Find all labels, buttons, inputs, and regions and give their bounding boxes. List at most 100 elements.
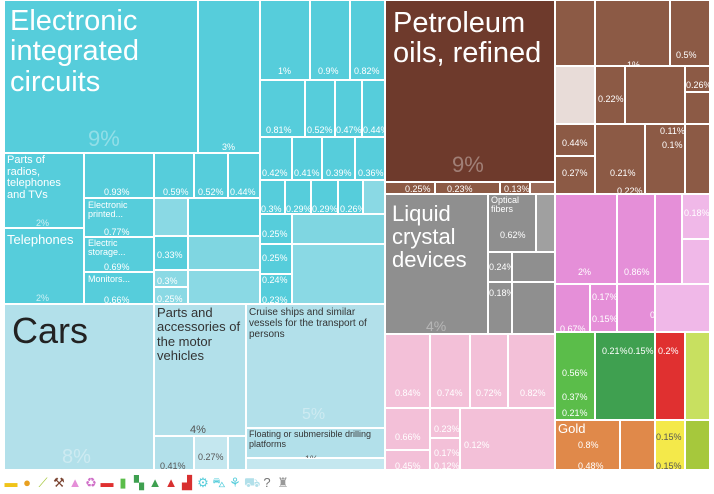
optical-fibers-pct: 0.62%	[500, 230, 526, 240]
parts-radios-cell	[4, 153, 84, 228]
monitors-pct: 0.66%	[104, 295, 130, 305]
optical-fibers-label: Optical fibers	[491, 195, 520, 215]
cyan-cell	[154, 287, 188, 304]
pct-label: 0.22%	[617, 186, 643, 196]
pct-label: 0.47%	[336, 125, 362, 135]
electronic-integrated-circuits-cell	[4, 0, 198, 153]
chemicals-cell	[617, 194, 655, 284]
electronic-printed-cell	[84, 198, 154, 237]
category-legend: ▬ ● ⟋ ⚒ ▲ ♻ ▬ ▮ ▚ ▲ ▲ ▟ ⚙ ⛍ ⚘ ⛟? ♜	[4, 472, 290, 494]
plastics-cell	[430, 334, 470, 408]
mineral-cell	[555, 156, 595, 194]
cyan-cell	[338, 180, 363, 214]
parts-radios-label: Parts of radios, telephones and TVs	[7, 154, 61, 201]
transport-cell	[194, 436, 228, 470]
pct-label: 0.84%	[395, 388, 421, 398]
petroleum-cell	[385, 182, 435, 194]
pct-label: 0.21%	[562, 408, 588, 418]
pct-label: 0.21%	[610, 168, 636, 178]
telephones-label: Telephones	[7, 232, 74, 247]
electronic-printed-pct: 0.77%	[104, 227, 130, 237]
drilling-platforms-label: Floating or submersible drilling platfor…	[249, 429, 372, 449]
cyan-cell	[335, 80, 362, 137]
petroleum-cell	[500, 182, 530, 194]
orange-cell	[620, 420, 655, 470]
pct-label: 0.23%	[447, 184, 473, 194]
pct-label: 0.42%	[262, 168, 288, 178]
chemicals-cell	[590, 284, 617, 332]
pct-label: 0.81%	[266, 125, 292, 135]
mineral-cell	[555, 66, 595, 124]
animal-icon: ●	[23, 475, 31, 490]
petroleum-oils-pct: 9%	[452, 152, 484, 177]
pct-label: 0.24%	[489, 262, 515, 272]
plastics-cell	[470, 334, 508, 408]
cars-pct: 8%	[62, 446, 91, 468]
green-cell	[595, 332, 655, 420]
monitors-label: Monitors...	[88, 274, 131, 284]
pct-label: 0.44%	[230, 187, 256, 197]
mineral-cell	[685, 124, 710, 194]
cyan-cell	[154, 198, 188, 236]
pct-label: 0.11%	[660, 126, 685, 136]
metals-icon: ▟	[182, 475, 192, 490]
pct-label: 0.25%	[405, 184, 431, 194]
pct-label: 3%	[222, 142, 236, 152]
lcd-cell	[488, 252, 512, 282]
transport-cell	[154, 436, 194, 470]
mineral-cell	[555, 124, 595, 156]
mineral-icon: ⚒	[53, 475, 65, 490]
machines-icon: ⚙	[197, 475, 209, 490]
pct-label: 0.23%	[262, 295, 288, 305]
pct-label: 0.17%	[434, 448, 460, 458]
telephones-pct: 2%	[36, 293, 50, 303]
cruise-ships-pct: 5%	[302, 406, 326, 423]
textile-icon: ▚	[134, 475, 144, 490]
cyan-cell	[292, 214, 385, 244]
cyan-cell	[188, 198, 260, 236]
cyan-cell	[363, 180, 385, 214]
pct-label: 0.22%	[598, 94, 624, 104]
cyan-cell	[305, 80, 335, 137]
chemicals-cell	[655, 194, 682, 284]
cyan-cell	[260, 0, 310, 80]
pct-label: 0.27%	[198, 452, 224, 462]
electronic-printed-label: Electronic printed...	[88, 200, 128, 220]
cruise-ships-cell	[246, 304, 385, 428]
cyan-cell	[188, 236, 260, 270]
red-cell	[655, 332, 685, 420]
pct-label: 0.23%	[434, 424, 460, 434]
pct-label: 0.74%	[437, 388, 463, 398]
cyan-cell	[350, 0, 385, 80]
pct-label: 0.24%	[262, 275, 288, 285]
hides-icon: ▬	[100, 475, 114, 490]
plastics-cell	[430, 408, 460, 438]
vehicles-icon: ⛟	[244, 475, 261, 490]
liquid-crystal-devices-pct: 4%	[426, 318, 447, 334]
parts-motor-vehicles-pct: 4%	[190, 424, 206, 436]
parts-motor-vehicles-cell	[154, 304, 246, 436]
chemicals-cell	[655, 284, 710, 332]
pct-label: 0.15%	[656, 432, 682, 442]
cyan-cell	[228, 153, 260, 198]
cyan-cell	[154, 153, 194, 198]
chemicals-cell	[555, 194, 617, 284]
pct-label: 0.17%	[592, 292, 618, 302]
cyan-cell	[322, 137, 355, 180]
cyan-cell	[292, 137, 322, 180]
electric-storage-pct: 0.69%	[104, 262, 130, 272]
green-cell	[555, 332, 595, 420]
pct-label: 0.13%	[504, 184, 530, 194]
cars-cell	[4, 304, 154, 470]
pct-label: 0.5%	[676, 50, 697, 60]
cyan-cell	[154, 236, 188, 270]
chemicals-cell	[555, 284, 590, 332]
pct-label: 0.25%	[262, 229, 288, 239]
pct-label: 0.26%	[686, 80, 712, 90]
electric-storage-cell	[84, 237, 154, 272]
plastics-cell	[385, 450, 430, 470]
cyan-cell	[285, 180, 311, 214]
cyan-cell	[362, 80, 385, 137]
cyan-cell	[260, 137, 292, 180]
pct-label: 0.52%	[307, 125, 333, 135]
